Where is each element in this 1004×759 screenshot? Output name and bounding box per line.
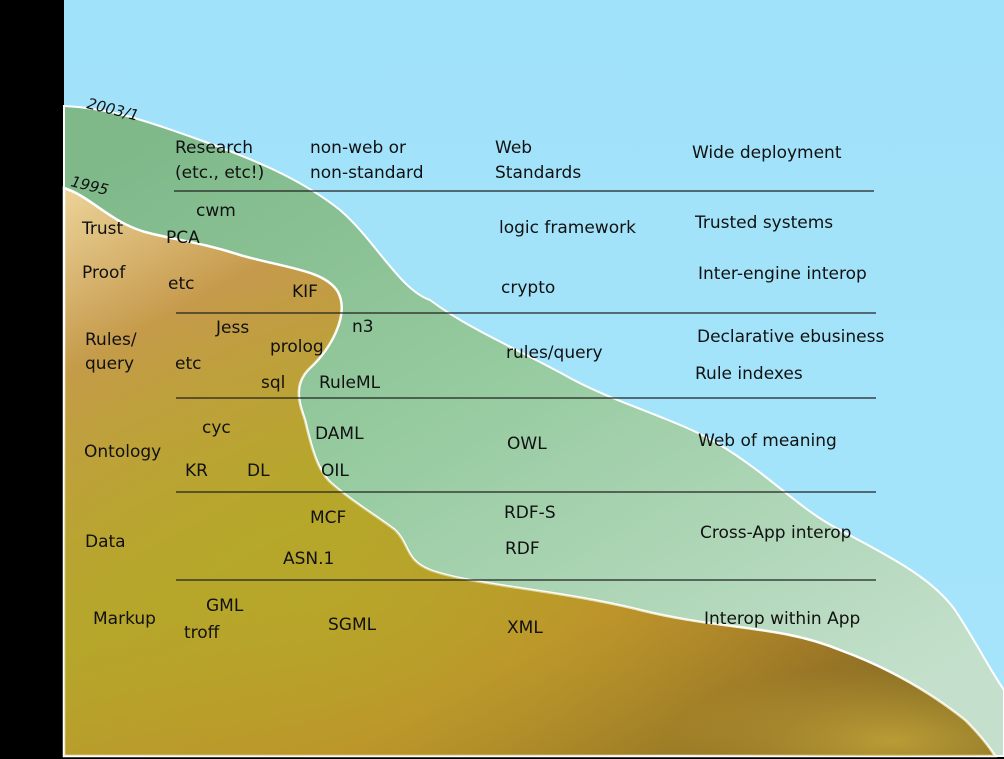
header-web: Web	[495, 138, 532, 158]
deploy-inter-engine: Inter-engine interop	[698, 264, 867, 284]
deploy-web-of-meaning: Web of meaning	[698, 431, 837, 451]
tech-cyc: cyc	[202, 418, 231, 438]
tech-sql: sql	[261, 373, 285, 393]
deploy-rule-indexes: Rule indexes	[695, 364, 803, 384]
deploy-cross-app: Cross-App interop	[700, 523, 851, 543]
tech-ruleml: RuleML	[319, 373, 381, 393]
layer-label-data: Data	[85, 532, 126, 552]
layer-label-trust: Trust	[81, 219, 124, 239]
web-crypto: crypto	[501, 278, 555, 298]
web-logic-framework: logic framework	[499, 218, 636, 238]
header-research: Research	[175, 138, 253, 158]
web-xml: XML	[507, 618, 543, 638]
deploy-declarative-ebusiness: Declarative ebusiness	[697, 327, 884, 347]
tech-cwm: cwm	[196, 201, 236, 221]
web-rdf-s: RDF-S	[504, 503, 556, 523]
tech-daml: DAML	[315, 424, 364, 444]
tech-troff: troff	[184, 623, 221, 643]
header-web-sub: Standards	[495, 163, 581, 183]
tech-prolog: prolog	[270, 337, 324, 357]
web-owl: OWL	[507, 434, 547, 454]
tech-jess: Jess	[215, 318, 249, 338]
deploy-trusted-systems: Trusted systems	[694, 213, 833, 233]
tech-kr: KR	[185, 461, 208, 481]
web-rules-query: rules/query	[506, 343, 603, 363]
tech-kif: KIF	[292, 282, 318, 302]
tech-asn1: ASN.1	[283, 549, 334, 569]
tech-etc-rules: etc	[175, 354, 201, 374]
tech-pca: PCA	[166, 228, 200, 248]
tech-n3: n3	[352, 317, 374, 337]
frontier-1995-shade-right	[430, 570, 995, 756]
layer-label-query: query	[85, 354, 134, 374]
header-nonweb: non-web or	[310, 138, 406, 158]
layer-label-markup: Markup	[93, 609, 156, 629]
tech-etc-proof: etc	[168, 274, 194, 294]
deploy-interop-within-app: Interop within App	[704, 609, 860, 629]
tech-sgml: SGML	[328, 615, 377, 635]
tech-mcf: MCF	[310, 508, 346, 528]
header-deployment: Wide deployment	[692, 143, 842, 163]
layer-label-rules: Rules/	[85, 330, 137, 350]
header-nonweb-sub: non-standard	[310, 163, 424, 183]
tech-oil: OIL	[321, 461, 349, 481]
web-rdf: RDF	[505, 539, 540, 559]
tech-dl: DL	[247, 461, 270, 481]
layer-label-ontology: Ontology	[84, 442, 161, 462]
header-research-sub: (etc., etc!)	[175, 163, 264, 183]
frontier-1995-shade	[64, 188, 995, 756]
layer-label-proof: Proof	[82, 263, 126, 283]
tech-gml: GML	[206, 596, 244, 616]
